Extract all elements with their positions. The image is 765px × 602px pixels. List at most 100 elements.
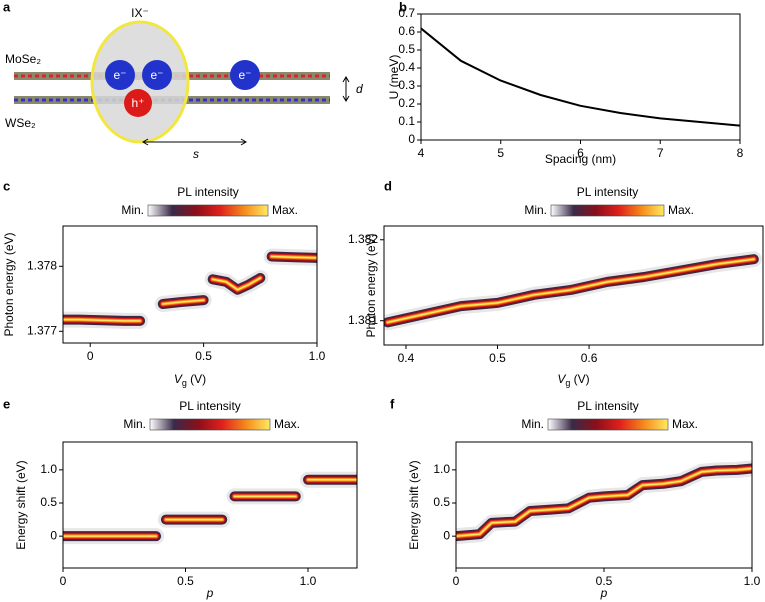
- x-tick-label: 1.0: [744, 574, 761, 588]
- plot-area: [421, 27, 740, 127]
- colorbar-max: Max.: [668, 203, 694, 217]
- colorbar: [147, 204, 269, 217]
- plot-background: [63, 442, 357, 568]
- x-axis-label: Vg (V): [557, 372, 589, 388]
- y-tick-label: 1.378: [27, 258, 57, 272]
- x-label-symbol: V: [174, 372, 183, 386]
- x-tick-label: 8: [737, 146, 744, 160]
- y-axis-label: Photon energy (eV): [364, 233, 378, 337]
- y-tick-label: 0.1: [398, 114, 415, 128]
- panel-label: e: [3, 396, 10, 411]
- colorbar-max: Max.: [274, 417, 300, 431]
- x-label-subscript: g: [565, 378, 570, 388]
- x-tick-label: 0.5: [596, 574, 613, 588]
- plot-area: [63, 471, 357, 545]
- exciton-envelope: [90, 20, 190, 144]
- colorbar-title: PL intensity: [577, 399, 639, 413]
- hole: [124, 89, 152, 117]
- x-tick-label: 1.0: [309, 349, 326, 363]
- colorbar-max: Max.: [672, 417, 698, 431]
- colorbar-title: PL intensity: [179, 399, 241, 413]
- y-tick-label: 1.382: [348, 232, 378, 246]
- y-axis-label: Energy shift (eV): [14, 460, 28, 549]
- panel-label: b: [399, 0, 407, 14]
- y-tick-label: 0.5: [398, 42, 415, 56]
- x-axis-label: Vg (V): [174, 372, 206, 388]
- y-axis-label: Energy shift (eV): [407, 460, 421, 549]
- y-tick-label: 0: [50, 528, 57, 542]
- colorbar-min: Min.: [521, 417, 544, 431]
- electron: [142, 60, 172, 90]
- y-tick-label: 0.5: [433, 495, 450, 509]
- x-tick-label: 0.5: [195, 349, 212, 363]
- x-tick-label: 5: [497, 146, 504, 160]
- layer-label: MoSe₂: [5, 52, 41, 66]
- plot-frame: [383, 225, 764, 346]
- electron: [105, 60, 135, 90]
- schematic: a IX⁻ e⁻ e⁻ e⁻ h⁺ MoSe₂ WSe₂ d s: [3, 0, 363, 161]
- panel: 0 0.5 1.0 0 0.5 1.0: [40, 441, 358, 588]
- s-arrowheads: [142, 138, 247, 146]
- electron-label: e⁻: [150, 68, 163, 82]
- exciton-label: IX⁻: [131, 6, 149, 20]
- panel: 0 0.5 1.0 0 0.5 1.0: [433, 441, 761, 588]
- panel: 4 5 6 7 8 0 0.1 0.2 0.3 0.4 0.5 0.6 0.7: [398, 6, 743, 160]
- colorbar-min: Min.: [123, 417, 146, 431]
- x-tick-label: 6: [577, 146, 584, 160]
- plot-frame: [62, 225, 318, 344]
- plot-area: [63, 248, 317, 329]
- ridge-line: [63, 479, 357, 537]
- x-label-unit: (V): [570, 372, 589, 386]
- y-tick-label: 0.4: [398, 60, 415, 74]
- colorbar-title: PL intensity: [577, 185, 639, 199]
- layer-label: WSe₂: [5, 116, 36, 130]
- y-tick-label: 1.0: [40, 462, 57, 476]
- y-tick-label: 0.6: [398, 24, 415, 38]
- y-tick-label: 0.7: [398, 6, 415, 20]
- x-tick-label: 0: [60, 574, 67, 588]
- colorbar: [149, 418, 271, 431]
- colorbar-min: Min.: [524, 203, 547, 217]
- x-label-unit: (V): [187, 372, 206, 386]
- electron: [230, 60, 260, 90]
- plot-frame: [62, 441, 358, 569]
- panel: 0 0.5 1.0 1.377 1.378: [27, 225, 326, 363]
- colorbar: [550, 204, 665, 217]
- y-tick-label: 1.377: [27, 323, 57, 337]
- colorbar-title: PL intensity: [177, 185, 239, 199]
- x-axis-label: Spacing (nm): [545, 152, 616, 166]
- panel-label: a: [3, 0, 11, 14]
- y-tick-label: 0.5: [40, 495, 57, 509]
- colorbar-min: Min.: [121, 203, 144, 217]
- x-axis-label: p: [206, 586, 214, 600]
- ridge-line: [456, 467, 752, 537]
- y-tick-label: 0: [408, 132, 415, 146]
- panel-label: c: [3, 178, 10, 193]
- x-tick-label: 0.5: [489, 351, 506, 365]
- line: [421, 27, 740, 127]
- plot-area: [456, 460, 752, 545]
- y-axis-label: Photon energy (eV): [2, 232, 16, 336]
- plot-background: [456, 442, 752, 568]
- electron-label: e⁻: [238, 68, 251, 82]
- y-tick-label: 1.381: [348, 313, 378, 327]
- panel: 0.4 0.5 0.6 1.381 1.382: [348, 225, 764, 365]
- y-tick-label: 0: [443, 528, 450, 542]
- x-tick-label: 0.6: [581, 351, 598, 365]
- d-arrowheads: [342, 76, 350, 102]
- plot-area: [384, 251, 762, 331]
- y-axis-label: U (meV): [387, 55, 401, 100]
- x-tick-label: 0.5: [177, 574, 194, 588]
- x-label-symbol: V: [557, 372, 566, 386]
- d-label: d: [356, 82, 363, 96]
- x-axis-label: p: [600, 586, 608, 600]
- x-label-subscript: g: [182, 378, 187, 388]
- y-tick-label: 0.3: [398, 78, 415, 92]
- s-label: s: [193, 147, 199, 161]
- colorbar-max: Max.: [272, 203, 298, 217]
- ridge-line: [386, 258, 755, 324]
- x-tick-label: 4: [418, 146, 425, 160]
- colorbar: [547, 418, 669, 431]
